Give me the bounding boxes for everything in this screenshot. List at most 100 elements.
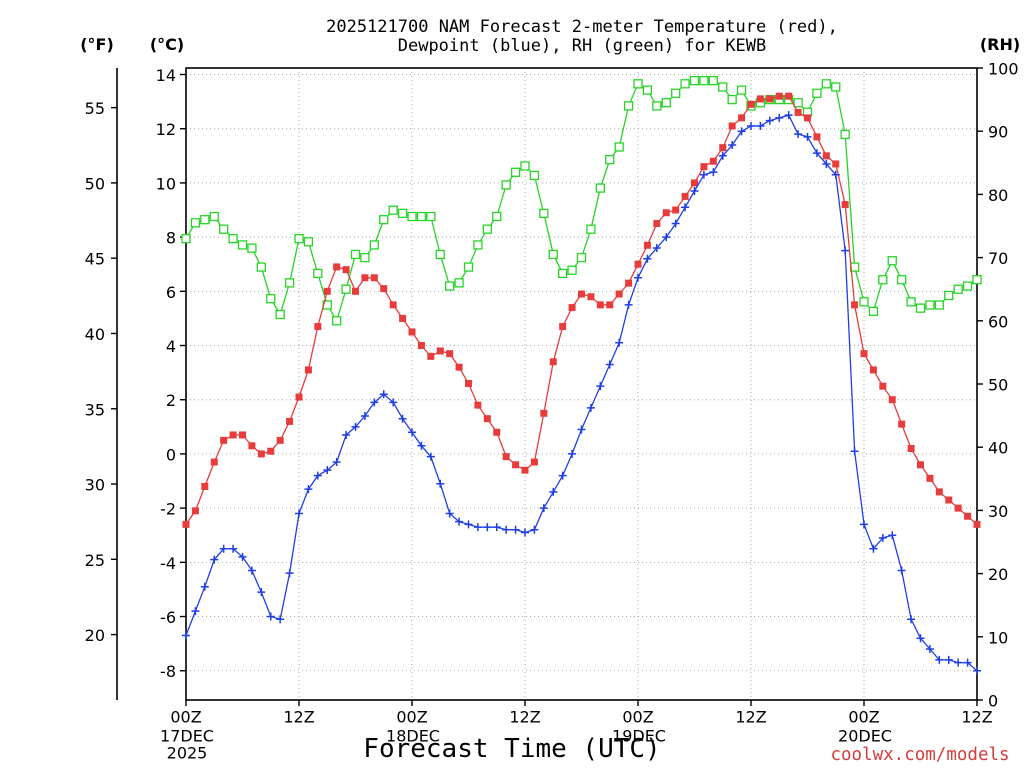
- rh-point: [887, 256, 897, 266]
- rh-point: [925, 300, 935, 310]
- temperature-point: [304, 366, 312, 374]
- temperature-point: [314, 323, 322, 331]
- temperature-point: [738, 114, 746, 122]
- rh-point: [906, 297, 916, 307]
- rh-point: [445, 281, 455, 291]
- fahrenheit-tick-label: 40: [85, 325, 105, 344]
- dewpoint-point: [408, 428, 416, 437]
- temperature-point: [973, 520, 981, 528]
- celsius-axis: 14 12 10 8 6 4 2 0 -2 -4 -6 -8: [156, 66, 186, 681]
- dewpoint-point: [907, 615, 916, 624]
- rh-tick-label: 90: [988, 123, 1008, 142]
- temperature-point: [295, 393, 303, 401]
- dewpoint-point: [398, 414, 407, 423]
- dewpoint-point: [860, 520, 868, 529]
- temperature-point: [832, 160, 840, 168]
- dewpoint-point: [775, 113, 784, 122]
- temperature-point: [587, 293, 595, 301]
- rh-point: [303, 237, 314, 247]
- rh-point: [586, 224, 596, 234]
- rh-point: [407, 211, 417, 222]
- x-tick-label: 12Z: [961, 708, 992, 727]
- rh-point: [699, 75, 709, 86]
- rh-point: [736, 85, 747, 95]
- temperature-point: [436, 347, 444, 355]
- temperature-point: [267, 447, 275, 455]
- rh-tick-label: 0: [988, 692, 998, 711]
- dewpoint-point: [285, 569, 294, 578]
- rh-tick-label: 60: [988, 312, 1008, 331]
- rh-point: [520, 161, 530, 171]
- temperature-point: [954, 504, 962, 512]
- title-comma: ,: [551, 36, 562, 56]
- dewpoint-point: [257, 588, 266, 597]
- title-line-1: 2025121700 NAM Forecast 2-meter Temperat…: [326, 18, 838, 37]
- temperature-point: [766, 95, 774, 103]
- dewpoint-point: [756, 121, 765, 130]
- rh-tick-label: 50: [988, 376, 1008, 395]
- rh-point: [501, 180, 511, 190]
- temperature-point: [662, 209, 670, 217]
- rh-point: [962, 281, 973, 291]
- dewpoint-point: [266, 612, 275, 621]
- dewpoint-point: [925, 645, 934, 654]
- dewpoint-point: [737, 127, 746, 136]
- rh-point: [256, 262, 266, 272]
- rh-point: [812, 88, 822, 98]
- celsius-tick-label: 2: [166, 391, 176, 410]
- celsius-tick-label: 4: [166, 337, 176, 356]
- temperature-point: [446, 350, 454, 358]
- temperature-point: [333, 263, 341, 271]
- dewpoint-point: [539, 504, 548, 513]
- x-tick-label: 00Z: [396, 708, 427, 727]
- rh-point: [247, 243, 257, 253]
- dewpoint-point: [229, 544, 238, 553]
- fahrenheit-axis-unit: (°F): [80, 35, 114, 54]
- temperature-point: [530, 458, 538, 466]
- rh-point: [313, 268, 323, 279]
- title-series-temperature: 2-meter Temperature (red): [571, 17, 828, 37]
- dewpoint-point: [586, 403, 595, 412]
- temperature-point: [926, 474, 934, 482]
- dewpoint-point: [605, 360, 614, 369]
- rh-point: [341, 284, 351, 294]
- rh-point: [793, 98, 803, 108]
- title-tail: for KEWB: [684, 36, 767, 56]
- dewpoint-point: [511, 525, 520, 534]
- dewpoint-point: [634, 273, 642, 282]
- rh-point: [680, 79, 690, 89]
- rh-point: [219, 224, 229, 234]
- temperature-point: [709, 157, 717, 165]
- x-date-label: 19DEC: [612, 727, 666, 746]
- temperature-point: [907, 445, 915, 453]
- celsius-tick-label: -4: [160, 554, 176, 573]
- x-tick-label: 12Z: [283, 708, 314, 727]
- rh-point: [868, 306, 879, 316]
- fahrenheit-tick-label: 55: [85, 99, 105, 118]
- rh-point: [727, 94, 737, 105]
- dewpoint-point: [615, 338, 624, 347]
- dewpoint-point: [558, 471, 567, 480]
- temperature-point: [465, 379, 472, 387]
- temperature-point: [841, 201, 849, 209]
- temperature-point: [323, 287, 331, 295]
- temperature-point: [380, 285, 388, 293]
- dewpoint-point: [577, 425, 586, 434]
- fahrenheit-tick-label: 25: [85, 551, 105, 570]
- temperature-point: [229, 431, 237, 439]
- dewpoint-point: [313, 471, 322, 480]
- dewpoint-line: [185, 114, 978, 672]
- title-lead: 2025121700 NAM Forecast: [326, 17, 562, 37]
- dewpoint-point: [671, 219, 680, 228]
- rh-axis-unit: (RH): [979, 35, 1021, 54]
- temperature-point: [860, 350, 868, 358]
- temperature-point: [455, 363, 463, 371]
- rh-point: [397, 208, 408, 219]
- dewpoint-point: [831, 170, 840, 179]
- dewpoint-point: [238, 552, 247, 561]
- dewpoint-point: [549, 487, 558, 496]
- temperature-point: [822, 152, 830, 160]
- temperature-point: [399, 314, 407, 322]
- dewpoint-point: [342, 430, 351, 439]
